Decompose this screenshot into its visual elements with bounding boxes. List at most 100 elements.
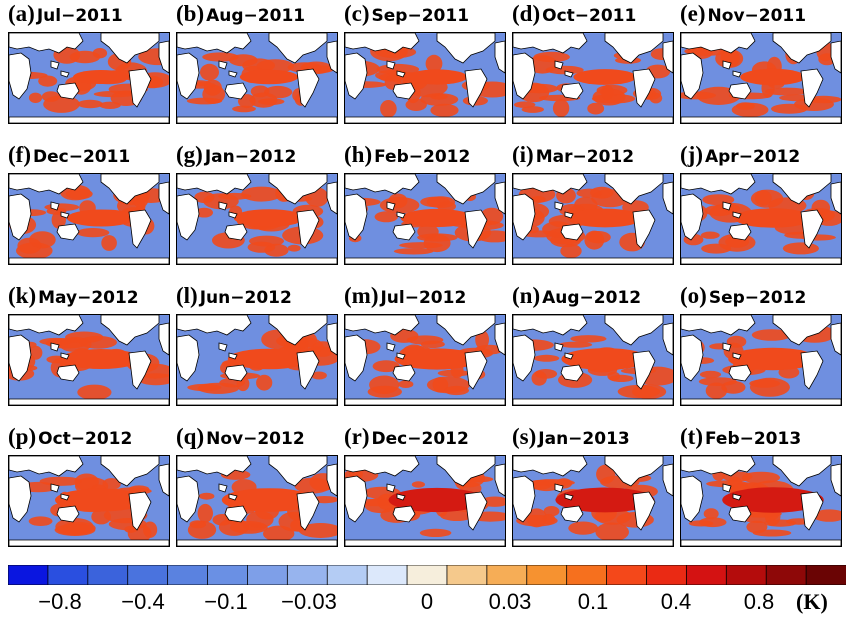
panel-letter: (o) (680, 283, 707, 308)
colorbar-swatch (326, 564, 369, 586)
panel-title: (m) Jul−2012 (344, 282, 466, 310)
panel-title: (f) Dec−2011 (8, 141, 130, 169)
colorbar-swatch (685, 564, 728, 586)
panel-letter: (q) (176, 424, 205, 449)
anomaly-map (344, 32, 506, 124)
map-panel: (o) Sep−2012 (680, 282, 842, 422)
anomaly-map (680, 314, 842, 406)
map-panel: (d) Oct−2011 (512, 0, 674, 140)
map-panel: (e) Nov−2011 (680, 0, 842, 140)
anomaly-field (9, 456, 169, 546)
panel-month: Oct−2011 (542, 6, 637, 26)
anomaly-map (680, 32, 842, 124)
panel-letter: (t) (680, 424, 703, 449)
colorbar-swatch (606, 564, 648, 586)
panel-month: Dec−2011 (32, 147, 131, 167)
colorbar-tick-label: 0.8 (743, 589, 775, 614)
panel-letter: (c) (344, 1, 370, 26)
panel-month: Oct−2012 (38, 429, 133, 449)
map-panel: (a) Jul−2011 (8, 0, 170, 140)
colorbar-tick-label: −0.4 (121, 589, 165, 614)
panel-month: Sep−2012 (708, 288, 807, 308)
panel-letter: (g) (176, 142, 203, 167)
anomaly-map (176, 455, 338, 547)
anomaly-field (513, 33, 673, 123)
anomaly-map (512, 455, 674, 547)
anomaly-map (176, 173, 338, 265)
panel-letter: (h) (344, 142, 373, 167)
colorbar-swatch (127, 564, 169, 586)
panel-letter: (n) (512, 283, 541, 308)
panel-title: (p) Oct−2012 (8, 423, 132, 451)
map-panel: (c) Sep−2011 (344, 0, 506, 140)
anomaly-map (680, 455, 842, 547)
map-panel: (k) May−2012 (8, 282, 170, 422)
panel-letter: (j) (680, 142, 703, 167)
anomaly-map (176, 32, 338, 124)
anomaly-field (345, 33, 505, 123)
panel-month: Feb−2013 (704, 429, 802, 449)
panel-month: Jan−2013 (538, 429, 630, 449)
panel-title: (j) Apr−2012 (680, 141, 800, 169)
panel-month: Nov−2012 (206, 429, 305, 449)
anomaly-field (513, 315, 673, 405)
anomaly-map (344, 455, 506, 547)
anomaly-field (9, 315, 169, 405)
panel-letter: (a) (8, 1, 35, 26)
colorbar-swatch (406, 564, 448, 586)
panel-title: (n) Aug−2012 (512, 282, 641, 310)
colorbar-swatch (47, 564, 89, 586)
anomaly-field (681, 315, 841, 405)
map-panel: (i) Mar−2012 (512, 141, 674, 281)
panel-month: May−2012 (38, 288, 139, 308)
panel-title: (k) May−2012 (8, 282, 139, 310)
colorbar-swatch (207, 564, 249, 586)
anomaly-field (177, 174, 337, 264)
map-panel: (g) Jan−2012 (176, 141, 338, 281)
panel-title: (t) Feb−2013 (680, 423, 801, 451)
map-panel: (p) Oct−2012 (8, 423, 170, 563)
colorbar-swatch (566, 564, 608, 586)
colorbar-swatch (765, 564, 807, 586)
anomaly-map (8, 314, 170, 406)
colorbar-tick-label: −0.1 (204, 589, 248, 614)
anomaly-map (512, 32, 674, 124)
panel-letter: (f) (8, 142, 31, 167)
panel-month: Apr−2012 (704, 147, 801, 167)
anomaly-field (681, 456, 841, 546)
panel-month: Aug−2012 (542, 288, 642, 308)
map-panel: (m) Jul−2012 (344, 282, 506, 422)
anomaly-field (177, 33, 337, 123)
map-panel: (r) Dec−2012 (344, 423, 506, 563)
colorbar-tick-label: 0.4 (660, 589, 692, 614)
panel-month: Sep−2011 (371, 6, 470, 26)
colorbar-swatch (7, 564, 49, 586)
panel-month: Aug−2011 (206, 6, 306, 26)
anomaly-map (512, 314, 674, 406)
anomaly-map (680, 173, 842, 265)
anomaly-map (176, 314, 338, 406)
panel-month: Jan−2012 (204, 147, 297, 167)
anomaly-field (345, 315, 505, 405)
colorbar-swatch (167, 564, 209, 586)
map-panel: (b) Aug−2011 (176, 0, 338, 140)
panel-month: Jul−2012 (380, 288, 467, 308)
anomaly-map (8, 455, 170, 547)
panel-title: (c) Sep−2011 (344, 0, 469, 28)
panel-title: (d) Oct−2011 (512, 0, 636, 28)
map-panel: (j) Apr−2012 (680, 141, 842, 281)
anomaly-map (8, 32, 170, 124)
colorbar-swatch (247, 564, 289, 586)
map-panel: (h) Feb−2012 (344, 141, 506, 281)
panel-letter: (e) (680, 1, 706, 26)
anomaly-map (344, 314, 506, 406)
colorbar-swatch (646, 564, 688, 586)
panel-letter: (d) (512, 1, 541, 26)
panel-month: Nov−2011 (707, 6, 807, 26)
panel-title: (i) Mar−2012 (512, 141, 634, 169)
map-panel: (q) Nov−2012 (176, 423, 338, 563)
anomaly-field (9, 174, 169, 264)
map-panel: (n) Aug−2012 (512, 282, 674, 422)
colorbar-tick-label: 0.03 (488, 589, 532, 614)
panel-letter: (r) (344, 424, 370, 449)
